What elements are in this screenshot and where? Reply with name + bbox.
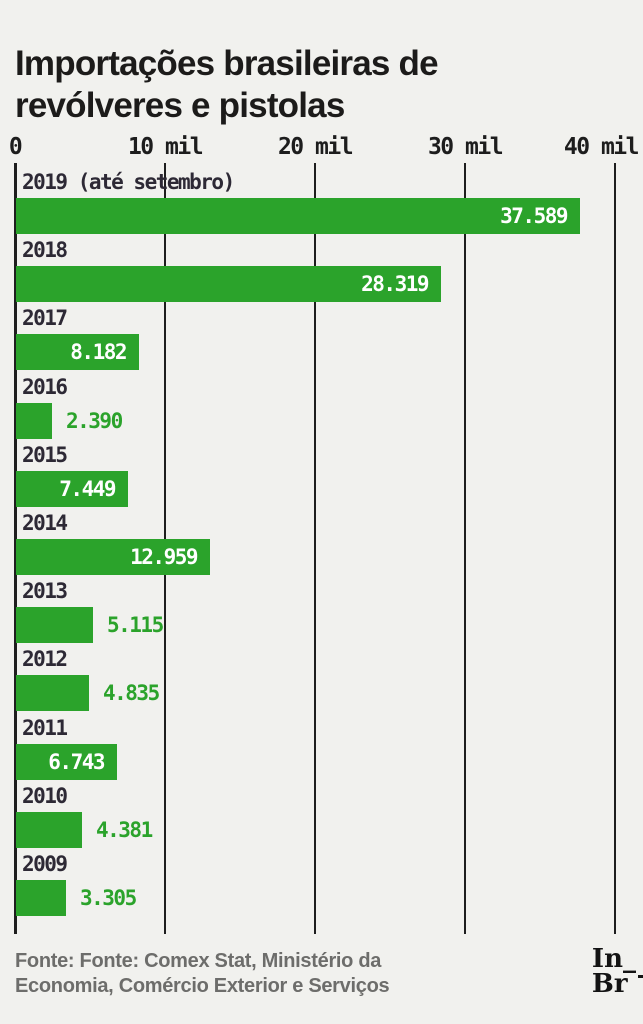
gridline (314, 163, 316, 934)
value-label: 37.589 (500, 204, 568, 228)
x-axis-tick: 10 mil (127, 134, 204, 160)
bar: 6.743 (16, 743, 117, 780)
value-label: 3.305 (80, 886, 137, 910)
bar (16, 402, 52, 439)
value-label: 7.449 (59, 476, 116, 501)
value-label: 28.319 (361, 272, 429, 297)
publisher-logo: In_ Br (591, 944, 643, 997)
category-label: 2012 (22, 647, 68, 672)
value-label: 6.743 (48, 749, 105, 774)
x-axis-tick: 30 mil (427, 134, 504, 160)
bar: 37.589 (16, 198, 580, 234)
chart-title-line2: revólveres e pistolas (15, 86, 345, 126)
value-label: 5.115 (107, 613, 164, 638)
x-axis-tick: 40 mil (563, 134, 640, 160)
x-axis-tick: 20 mil (277, 134, 354, 160)
x-axis-tick: 0 (8, 134, 23, 160)
bar (16, 675, 89, 712)
chart-title-line1: Importações brasileiras de (15, 44, 439, 84)
value-label: 4.381 (96, 817, 153, 842)
category-label: 2013 (22, 579, 68, 604)
bar: 8.182 (16, 334, 139, 371)
category-label: 2019 (até setembro) (22, 170, 235, 194)
category-label: 2011 (22, 715, 68, 740)
logo-line2: Br (592, 971, 643, 997)
bar (16, 880, 66, 916)
bar: 12.959 (16, 539, 210, 575)
category-label: 2010 (22, 783, 68, 808)
category-label: 2018 (22, 238, 68, 263)
category-label: 2017 (22, 306, 68, 331)
source-note-line2: Economia, Comércio Exterior e Serviços (15, 975, 390, 997)
bar: 7.449 (16, 470, 128, 507)
category-label: 2014 (22, 511, 68, 535)
logo-line1: In_ (591, 944, 636, 974)
source-note-line1: Fonte: Fonte: Comex Stat, Ministério da (15, 950, 382, 972)
value-label: 4.835 (103, 681, 160, 706)
gridline (464, 163, 466, 934)
category-label: 2009 (22, 852, 68, 876)
bar (16, 607, 93, 644)
value-label: 12.959 (130, 545, 198, 569)
y-axis-line (13, 163, 17, 934)
x-axis: 0 10 mil 20 mil 30 mil 40 mil (0, 134, 643, 162)
chart-title: Importações brasileiras de revólveres e … (15, 43, 615, 127)
source-note: Fonte: Fonte: Comex Stat, Ministério da … (15, 949, 455, 999)
bar (16, 811, 82, 848)
chart-area: 2019 (até setembro) 37.589 2018 28.319 2017 8… (0, 163, 643, 935)
category-label: 2015 (22, 442, 68, 467)
gridline (614, 163, 616, 934)
category-label: 2016 (22, 374, 68, 399)
bar: 28.319 (16, 266, 441, 303)
value-label: 8.182 (70, 340, 127, 365)
value-label: 2.390 (66, 408, 123, 433)
